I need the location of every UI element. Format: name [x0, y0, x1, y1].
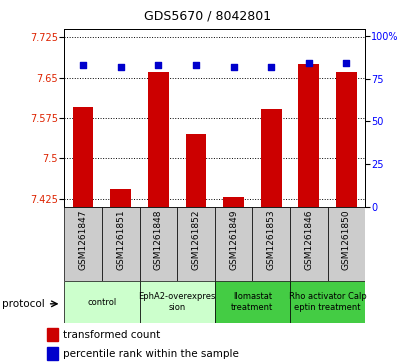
Bar [139, 207, 177, 281]
Point [117, 64, 124, 70]
Bar [290, 281, 365, 323]
Bar [148, 72, 168, 207]
Bar [139, 281, 215, 323]
Text: GSM1261846: GSM1261846 [304, 209, 313, 270]
Text: transformed count: transformed count [63, 330, 160, 340]
Bar [186, 134, 206, 207]
Point [155, 62, 162, 68]
Bar [64, 281, 139, 323]
Text: protocol: protocol [2, 299, 45, 309]
Text: GSM1261850: GSM1261850 [342, 209, 351, 270]
Text: GSM1261847: GSM1261847 [78, 209, 88, 270]
Bar [215, 207, 252, 281]
Text: GSM1261849: GSM1261849 [229, 209, 238, 270]
Text: GSM1261848: GSM1261848 [154, 209, 163, 270]
Text: GSM1261853: GSM1261853 [267, 209, 276, 270]
Text: percentile rank within the sample: percentile rank within the sample [63, 349, 239, 359]
Point [268, 64, 274, 70]
Point [343, 60, 350, 66]
Text: GSM1261852: GSM1261852 [191, 209, 200, 270]
Bar [47, 347, 58, 360]
Bar [223, 197, 244, 207]
Point [80, 62, 86, 68]
Bar [110, 189, 131, 207]
Bar [102, 207, 139, 281]
Bar [47, 328, 58, 341]
Text: control: control [87, 298, 117, 307]
Text: EphA2-overexpres
sion: EphA2-overexpres sion [139, 293, 216, 312]
Bar [261, 109, 281, 207]
Bar [298, 64, 319, 207]
Bar [336, 72, 357, 207]
Text: Rho activator Calp
eptin treatment: Rho activator Calp eptin treatment [289, 293, 366, 312]
Point [193, 62, 199, 68]
Bar [327, 207, 365, 281]
Bar [64, 207, 102, 281]
Text: GDS5670 / 8042801: GDS5670 / 8042801 [144, 9, 271, 22]
Point [230, 64, 237, 70]
Point [305, 60, 312, 66]
Text: llomastat
treatment: llomastat treatment [231, 293, 273, 312]
Bar [73, 107, 93, 207]
Bar [290, 207, 327, 281]
Bar [177, 207, 215, 281]
Bar [252, 207, 290, 281]
Text: GSM1261851: GSM1261851 [116, 209, 125, 270]
Bar [215, 281, 290, 323]
